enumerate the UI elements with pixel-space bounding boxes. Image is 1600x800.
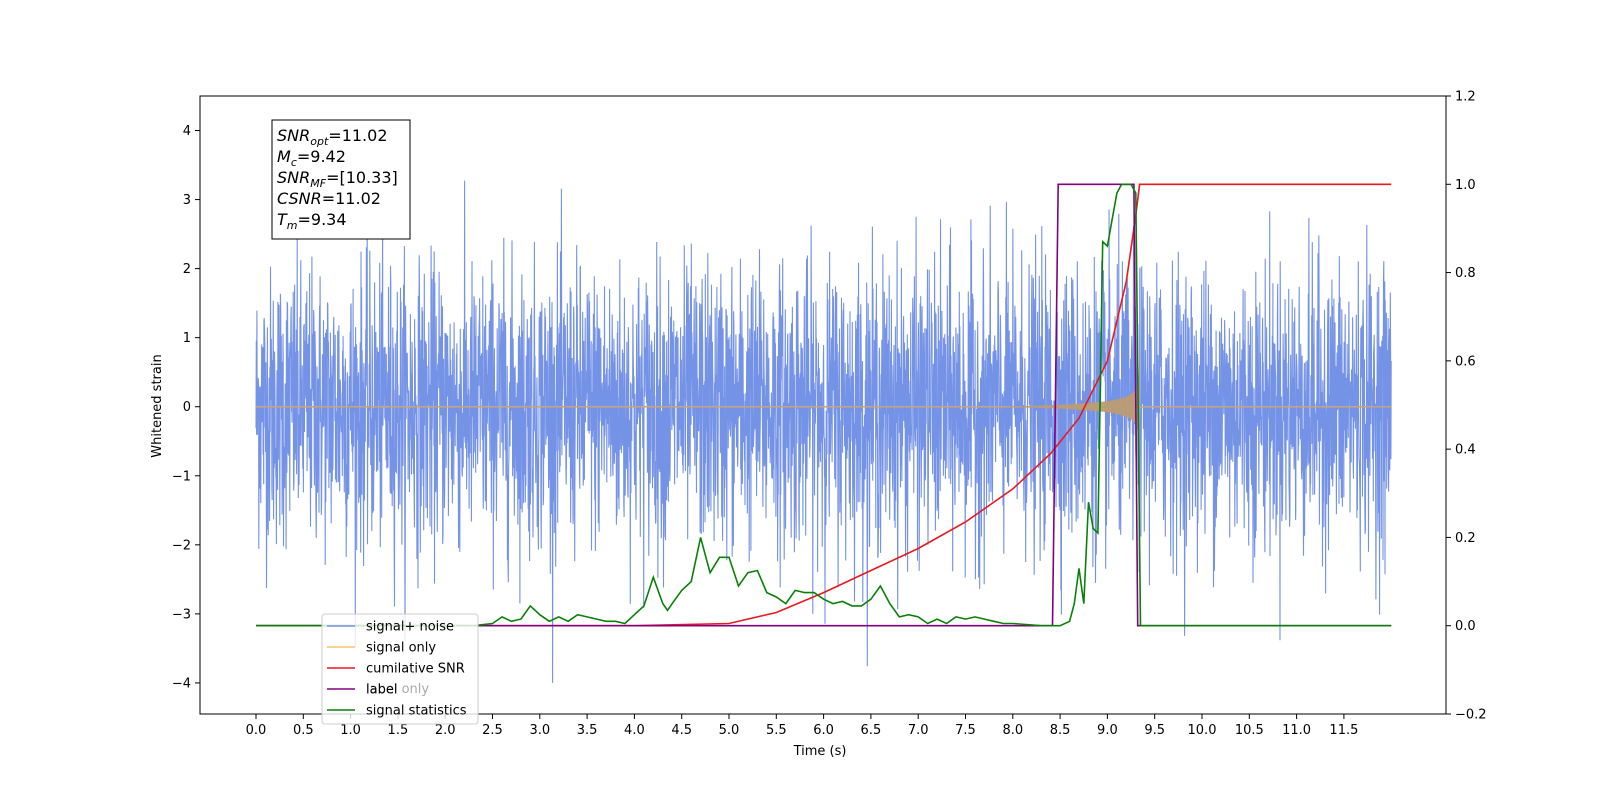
annotation-line: SNRMF=[10.33]: [277, 168, 398, 190]
x-tick-label: 9.0: [1097, 723, 1118, 738]
y-right-tick-label: 1.0: [1455, 178, 1476, 193]
y-right-tick-label: 0.2: [1455, 531, 1476, 546]
x-tick-label: 0.5: [293, 723, 314, 738]
legend-entry-label: signal only: [366, 641, 436, 656]
annotation-line: Mc=9.42: [277, 147, 346, 169]
y-left-tick-label: 2: [183, 262, 191, 277]
y-left-tick-label: 3: [183, 193, 191, 208]
x-tick-label: 8.0: [1002, 723, 1023, 738]
annotation-line: SNRopt=11.02: [277, 126, 388, 148]
y-left-tick-label: 1: [183, 331, 191, 346]
legend: signal+ noise signal only cumilative SNR la…: [321, 613, 479, 725]
annotation-line: CSNR=11.02: [277, 189, 381, 208]
x-tick-label: 2.5: [482, 723, 503, 738]
x-tick-label: 6.0: [813, 723, 834, 738]
x-tick-label: 2.0: [435, 723, 456, 738]
x-tick-label: 4.0: [624, 723, 645, 738]
x-tick-label: 11.0: [1282, 723, 1311, 738]
legend-entry-label: signal statistics: [366, 704, 467, 719]
x-tick-label: 0.0: [246, 723, 267, 738]
series-signal-only-chirp: [634, 341, 1140, 472]
x-tick-label: 10.5: [1235, 723, 1264, 738]
y-left-tick-label: 0: [183, 400, 191, 415]
x-tick-label: 8.5: [1050, 723, 1071, 738]
x-tick-label: 1.5: [388, 723, 409, 738]
x-tick-label: 7.5: [955, 723, 976, 738]
y-right-tick-label: 1.2: [1455, 90, 1476, 105]
x-tick-label: 4.5: [671, 723, 692, 738]
x-tick-label: 3.5: [577, 723, 598, 738]
y-right-tick-label: 0.8: [1455, 266, 1476, 281]
y-left-tick-label: −4: [172, 676, 191, 691]
plot-frame: [199, 95, 1447, 715]
legend-entry-label: signal+ noise: [366, 620, 454, 635]
series-signal-noise-line: [255, 180, 1392, 683]
y-right-tick-label: 0.6: [1455, 354, 1476, 369]
annotation-line: Tm=9.34: [277, 210, 347, 232]
y-right-tick-label: 0.0: [1455, 619, 1476, 634]
y-left-tick-label: 4: [183, 124, 191, 139]
x-tick-label: 3.0: [529, 723, 550, 738]
y-left-tick-label: −3: [172, 607, 191, 622]
y-axis-left: 4 3 2 1 0 −1 −2 −3 −4: [172, 124, 200, 691]
x-tick-label: 11.5: [1329, 723, 1358, 738]
legend-frame: [321, 613, 479, 725]
x-axis: 0.0 0.5 1.0 1.5 2.0 2.5 3.0 3.5 4.0 4.5 5.0 5.5 6.0 6…: [246, 714, 1358, 738]
x-tick-label: 7.0: [908, 723, 929, 738]
x-tick-label: 1.0: [340, 723, 361, 738]
x-tick-label: 9.5: [1144, 723, 1165, 738]
legend-entry-label: cumilative SNR: [366, 662, 465, 677]
y-left-tick-label: −1: [172, 469, 191, 484]
x-tick-label: 5.0: [719, 723, 740, 738]
y-left-tick-label: −2: [172, 538, 191, 553]
series-cumilative-snr-line: [256, 183, 1392, 627]
x-tick-label: 10.0: [1188, 723, 1217, 738]
legend-entry-label-faint: label only: [366, 682, 429, 697]
y-right-tick-label: −0.2: [1455, 708, 1487, 723]
y-axis-label: Whitened strain: [150, 354, 165, 457]
series-layer: [255, 180, 1392, 683]
series-signal-statistics-line: [256, 183, 1392, 627]
annotation-box: SNRopt=11.02Mc=9.42SNRMF=[10.33]CSNR=11.…: [271, 119, 411, 240]
y-right-tick-label: 0.4: [1455, 443, 1476, 458]
x-axis-label: Time (s): [793, 744, 847, 759]
x-tick-label: 5.5: [766, 723, 787, 738]
y-axis-right: 1.2 1.0 0.8 0.6 0.4 0.2 0.0 −0.2: [1446, 90, 1487, 723]
annotation-frame: [271, 119, 411, 240]
legend-entry-label: label: [366, 683, 397, 698]
x-tick-label: 6.5: [861, 723, 882, 738]
